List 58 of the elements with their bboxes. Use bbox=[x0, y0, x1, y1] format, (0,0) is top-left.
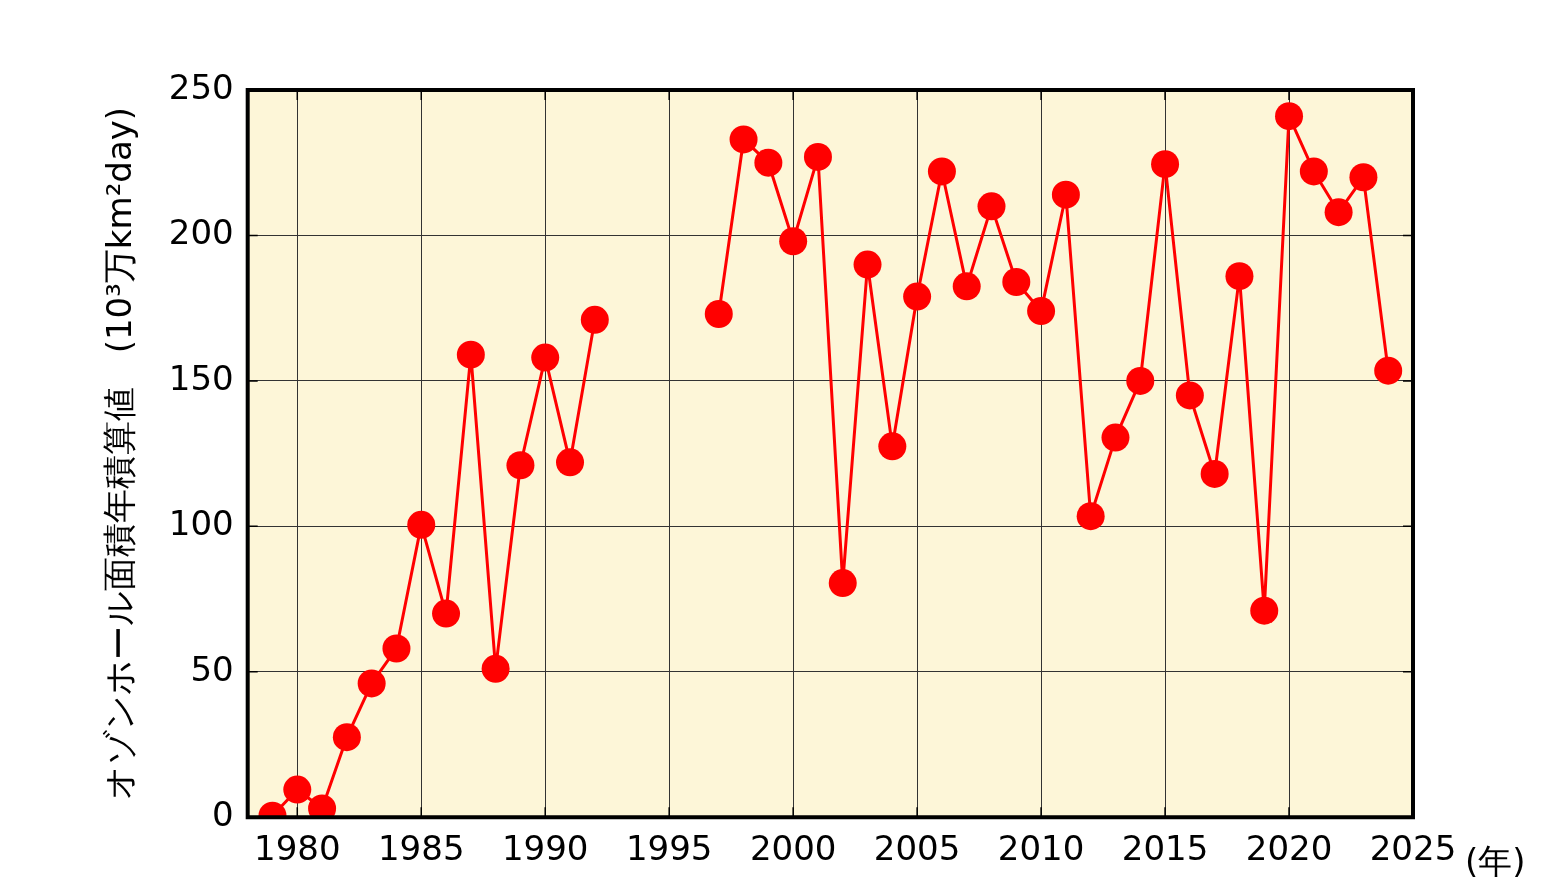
point bbox=[704, 299, 733, 328]
point bbox=[1051, 180, 1080, 209]
point bbox=[927, 157, 956, 186]
point bbox=[407, 510, 436, 539]
x-axis-title: (年) bbox=[1465, 841, 1526, 882]
point bbox=[729, 125, 758, 154]
y-axis-title: オゾンホール面積年積算値 (10³万km²day) bbox=[99, 106, 140, 801]
point bbox=[1374, 356, 1403, 385]
x-tick-label: 2020 bbox=[1245, 828, 1333, 869]
point bbox=[1250, 596, 1279, 625]
point bbox=[1275, 102, 1304, 131]
point bbox=[481, 654, 510, 683]
point bbox=[382, 634, 411, 663]
y-tick-label: 100 bbox=[168, 503, 234, 544]
x-tick-label: 1995 bbox=[625, 828, 713, 869]
point bbox=[1299, 157, 1328, 186]
y-tick-label: 0 bbox=[212, 794, 234, 835]
point bbox=[1101, 423, 1130, 452]
point bbox=[1200, 459, 1229, 488]
point bbox=[1324, 198, 1353, 227]
y-tick-label: 250 bbox=[168, 66, 234, 107]
point bbox=[803, 142, 832, 171]
point bbox=[1027, 297, 1056, 326]
point bbox=[952, 272, 981, 301]
point bbox=[1349, 163, 1378, 192]
point bbox=[456, 340, 485, 369]
x-tick-label: 2000 bbox=[749, 828, 837, 869]
point bbox=[1225, 262, 1254, 291]
point bbox=[853, 250, 882, 279]
point bbox=[506, 451, 535, 480]
point bbox=[332, 723, 361, 752]
point bbox=[779, 227, 808, 256]
point bbox=[531, 343, 560, 372]
point bbox=[283, 775, 312, 804]
x-tick-label: 2005 bbox=[873, 828, 961, 869]
x-tick-label: 2010 bbox=[997, 828, 1085, 869]
point bbox=[903, 282, 932, 311]
point bbox=[580, 305, 609, 334]
point bbox=[1002, 267, 1031, 296]
y-tick-label: 50 bbox=[190, 648, 234, 689]
point bbox=[828, 569, 857, 598]
point bbox=[1151, 150, 1180, 179]
point bbox=[1076, 502, 1105, 531]
x-tick-label: 1985 bbox=[377, 828, 465, 869]
point bbox=[754, 148, 783, 177]
point bbox=[1175, 381, 1204, 410]
point bbox=[1126, 366, 1155, 395]
y-tick-label: 200 bbox=[168, 212, 234, 253]
point bbox=[357, 669, 386, 698]
point bbox=[878, 432, 907, 461]
point bbox=[432, 599, 461, 628]
x-tick-label: 1980 bbox=[254, 828, 341, 869]
y-tick-label: 150 bbox=[168, 357, 234, 398]
x-tick-label: 2025 bbox=[1369, 828, 1457, 869]
point bbox=[556, 448, 585, 477]
x-tick-label: 1990 bbox=[501, 828, 589, 869]
point bbox=[977, 192, 1006, 221]
x-tick-label: 2015 bbox=[1121, 828, 1209, 869]
